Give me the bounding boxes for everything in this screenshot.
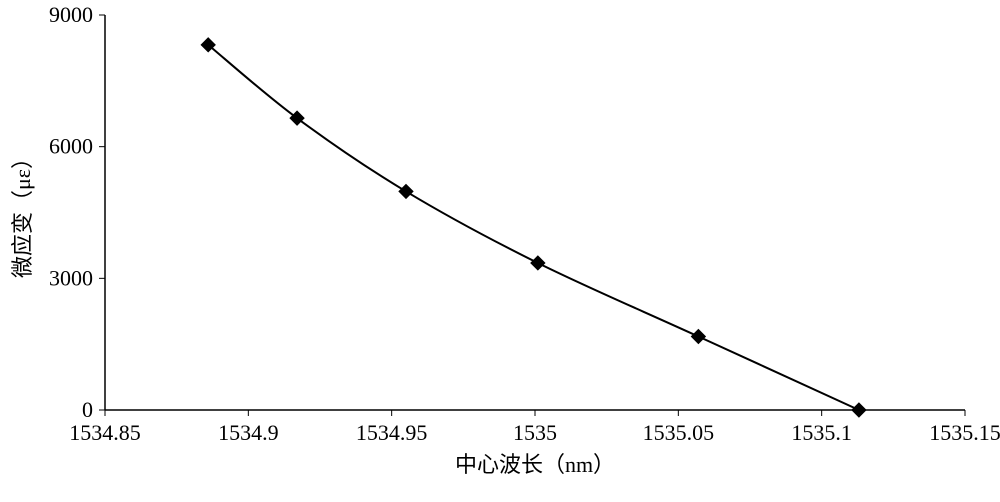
data-line [208, 45, 859, 410]
x-tick-label: 1535.15 [929, 420, 1000, 445]
y-tick-label: 6000 [49, 134, 93, 159]
x-tick-label: 1535.05 [643, 420, 715, 445]
x-tick-label: 1534.85 [69, 420, 141, 445]
x-tick-label: 1535 [513, 420, 557, 445]
x-tick-label: 1534.9 [218, 420, 279, 445]
chart-container: 0 3000 6000 9000 1534.85 1534.9 1534.95 1535 153… [0, 0, 1000, 502]
x-axis-title: 中心波长（nm） [455, 452, 615, 477]
chart-svg: 0 3000 6000 9000 1534.85 1534.9 1534.95 1535 153… [0, 0, 1000, 502]
y-tick-label: 0 [82, 397, 93, 422]
data-marker [691, 329, 705, 343]
data-marker [852, 403, 866, 417]
y-tick-label: 3000 [49, 265, 93, 290]
x-tick-label: 1534.95 [356, 420, 428, 445]
data-marker [531, 256, 545, 270]
y-axis-title: 微应变（με） [10, 147, 35, 278]
x-tick-label: 1535.1 [791, 420, 852, 445]
data-marker [399, 184, 413, 198]
y-tick-label: 9000 [49, 2, 93, 27]
